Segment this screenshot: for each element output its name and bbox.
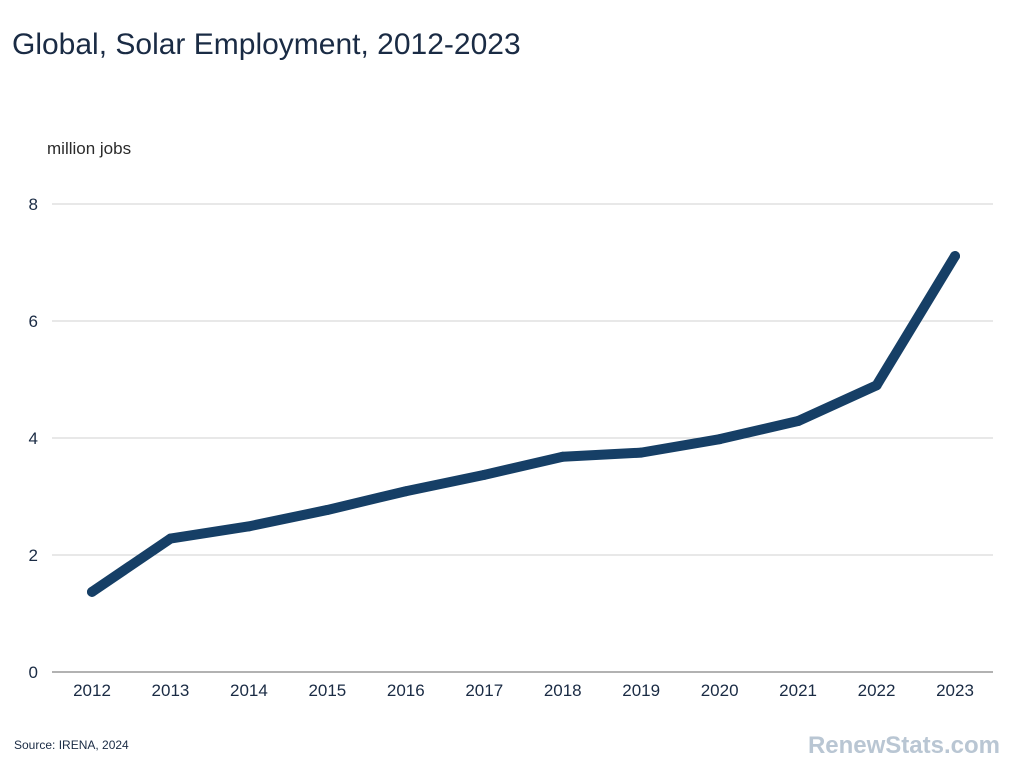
- brand-logo: RenewStats.com: [807, 732, 1000, 759]
- series-line: [87, 251, 960, 597]
- x-tick-label-2019: 2019: [622, 681, 660, 700]
- y-tick-label-6: 6: [29, 312, 38, 331]
- data-point-2012: [87, 586, 97, 597]
- x-tick-label-2021: 2021: [779, 681, 817, 700]
- x-tick-label-2015: 2015: [308, 681, 346, 700]
- x-tick-label-2020: 2020: [701, 681, 739, 700]
- x-tick-label-2014: 2014: [230, 681, 268, 700]
- x-tick-label-2018: 2018: [544, 681, 582, 700]
- data-point-2023: [950, 251, 960, 262]
- y-axis-unit-label: million jobs: [47, 139, 131, 158]
- data-point-2020: [714, 434, 725, 445]
- x-tick-label-2012: 2012: [73, 681, 111, 700]
- data-point-2021: [793, 416, 804, 427]
- y-tick-label-2: 2: [29, 546, 38, 565]
- series-solar-employment: [87, 251, 960, 597]
- chart-title: Global, Solar Employment, 2012-2023: [12, 28, 521, 61]
- data-point-2022: [871, 380, 882, 391]
- x-tick-label-2013: 2013: [152, 681, 190, 700]
- gridlines: [52, 203, 993, 673]
- x-tick-label-2016: 2016: [387, 681, 425, 700]
- x-axis-ticks: 2012 2013 2014 2015 2016 2017 2018 2019 2020 2021…: [73, 681, 974, 700]
- x-tick-label-2022: 2022: [858, 681, 896, 700]
- x-tick-label-2023: 2023: [936, 681, 974, 700]
- data-point-2015: [322, 504, 333, 515]
- data-point-2013: [165, 533, 176, 544]
- x-tick-label-2017: 2017: [465, 681, 503, 700]
- data-point-2016: [400, 486, 411, 497]
- y-tick-label-4: 4: [29, 429, 38, 448]
- data-point-2017: [479, 469, 490, 480]
- y-tick-label-0: 0: [29, 663, 38, 682]
- y-tick-label-8: 8: [29, 195, 38, 214]
- data-point-2014: [243, 521, 254, 532]
- data-point-2019: [636, 447, 647, 458]
- y-axis-ticks: 0 2 4 6 8: [29, 195, 38, 682]
- data-point-2018: [557, 451, 568, 462]
- source-note: Source: IRENA, 2024: [14, 738, 129, 752]
